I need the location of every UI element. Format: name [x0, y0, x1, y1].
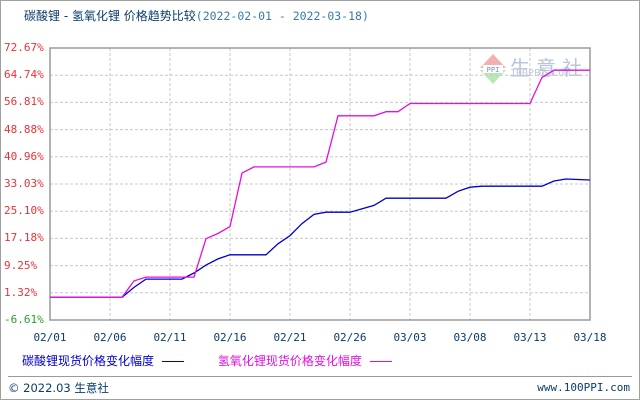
x-tick-label: 02/11 — [153, 331, 187, 344]
y-tick-label: 1.32% — [4, 285, 38, 299]
chart-title: 碳酸锂 - 氢氧化锂 价格趋势比较(2022-02-01 - 2022-03-1… — [24, 7, 369, 24]
y-tick-label: 33.03% — [4, 177, 44, 190]
y-tick-label: 40.96% — [4, 149, 44, 163]
legend-series1: 碳酸锂现货价格变化幅度 — [22, 354, 185, 368]
legend-series2-label: 氢氧化锂现货价格变化幅度 — [217, 354, 362, 368]
series-line-2 — [50, 69, 590, 298]
watermark-en: 100PPI.COM — [510, 68, 571, 79]
svg-text:PPI: PPI — [487, 66, 500, 74]
x-tick-label: 03/18 — [573, 331, 607, 344]
watermark-cn: 生意社 — [510, 56, 588, 80]
y-tick-label: 17.18% — [4, 231, 44, 245]
legend: 碳酸锂现货价格变化幅度 氢氧化锂现货价格变化幅度 — [22, 352, 392, 369]
x-tick-label: 02/21 — [273, 331, 307, 344]
ppi-logo-icon: PPI — [480, 54, 506, 84]
x-tick-label: 02/26 — [333, 331, 367, 344]
x-tick-label: 02/01 — [33, 331, 67, 344]
x-tick-label: 03/13 — [513, 331, 547, 344]
footer-divider — [8, 376, 632, 377]
y-tick-label: 48.88% — [4, 122, 44, 136]
x-tick-label: 03/03 — [393, 331, 427, 344]
legend-series2: 氢氧化锂现货价格变化幅度 — [218, 354, 392, 368]
x-tick-label: 02/16 — [213, 331, 247, 344]
legend-series1-swatch — [162, 361, 185, 362]
y-tick-label: 64.74% — [4, 68, 44, 82]
title-date-range: (2022-02-01 - 2022-03-18) — [195, 9, 369, 23]
title-main: 碳酸锂 - 氢氧化锂 价格趋势比较 — [24, 9, 196, 23]
footer-site-link[interactable]: www.100PPI.com — [537, 381, 630, 394]
x-tick-label: 02/06 — [93, 331, 127, 344]
legend-series2-swatch — [369, 361, 392, 362]
y-tick-label: 56.81% — [4, 95, 44, 109]
watermark: PPI 生意社 100PPI.COM — [478, 52, 582, 90]
y-tick-label: -6.61% — [4, 313, 44, 326]
legend-series1-label: 碳酸锂现货价格变化幅度 — [22, 354, 155, 368]
footer-copyright: © 2022.03 生意社 — [8, 381, 109, 395]
y-tick-label: 9.25% — [4, 258, 38, 272]
y-tick-label: 25.10% — [4, 204, 44, 218]
y-tick-label: 72.67% — [4, 41, 44, 54]
x-tick-label: 03/08 — [453, 331, 487, 344]
